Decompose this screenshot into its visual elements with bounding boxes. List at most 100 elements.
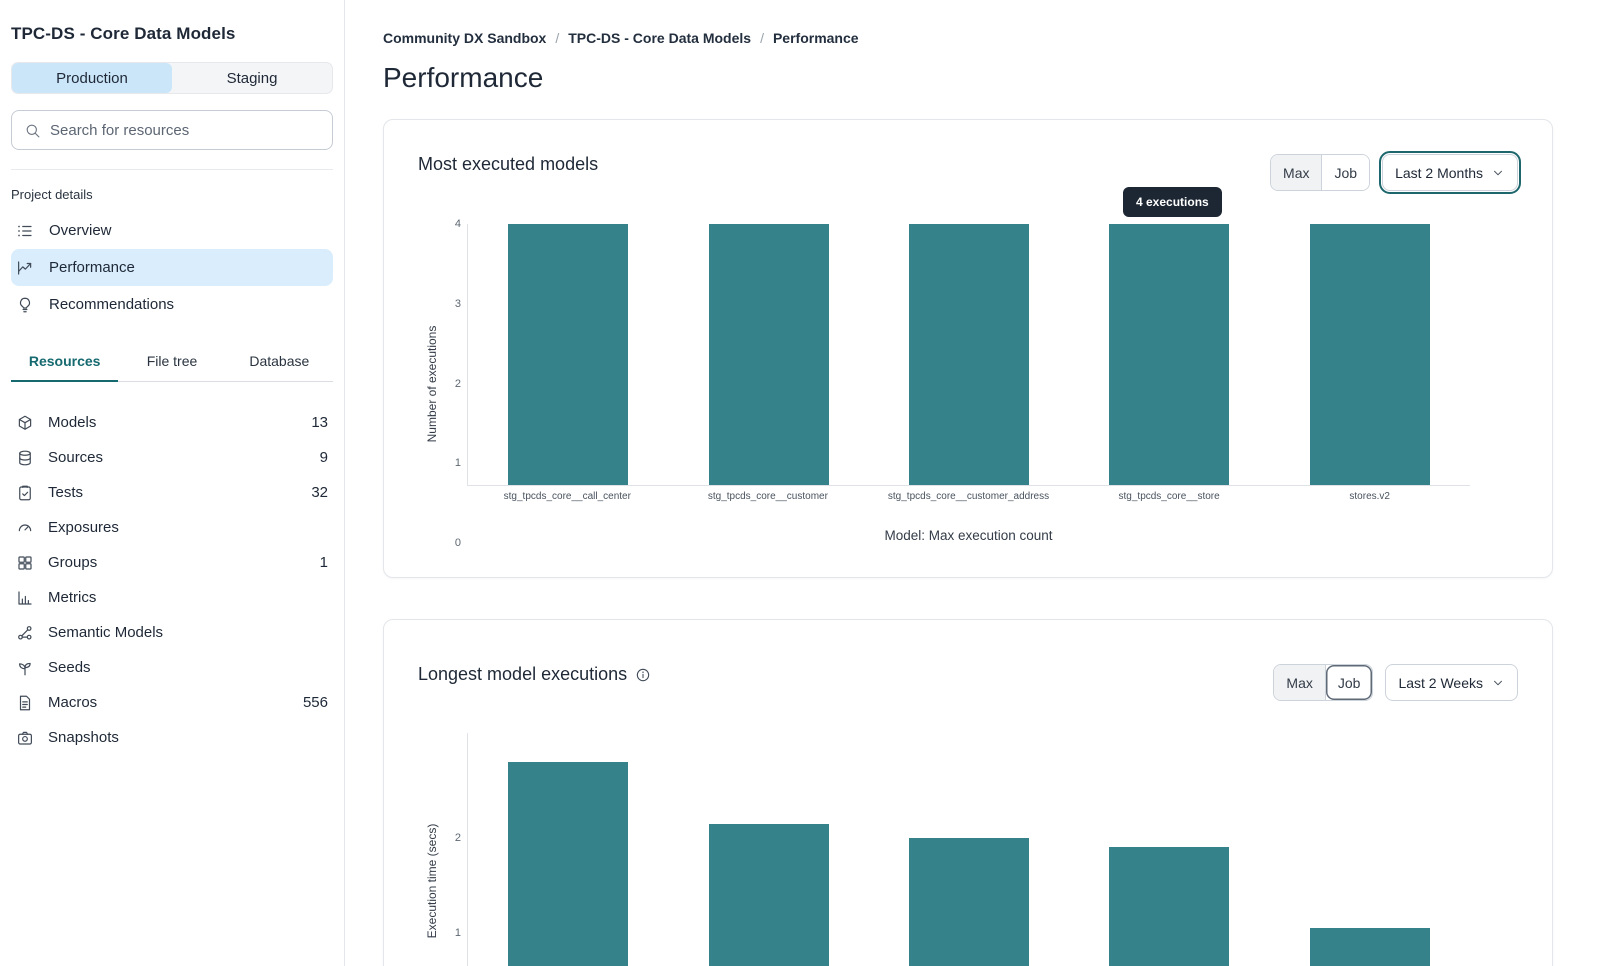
gauge-icon <box>16 519 34 537</box>
tab-database[interactable]: Database <box>249 353 310 369</box>
bar-stg_tpcds_core__call_center[interactable] <box>508 224 629 485</box>
resource-item-groups[interactable]: Groups 1 <box>11 545 333 580</box>
tab-file-tree[interactable]: File tree <box>146 353 198 369</box>
sidebar-item-performance[interactable]: Performance <box>11 249 333 286</box>
job-button[interactable]: Job <box>1322 155 1370 190</box>
breadcrumb-account[interactable]: Community DX Sandbox <box>383 30 547 46</box>
page-title: Performance <box>383 62 544 93</box>
bar-plot-area <box>467 224 1470 486</box>
network-icon <box>16 624 34 642</box>
y-axis-ticks: 0 1 2 3 4 <box>446 218 467 549</box>
y-tick-label: 4 <box>454 218 461 230</box>
resource-item-sources[interactable]: Sources 9 <box>11 440 333 475</box>
breadcrumb-separator: / <box>555 30 560 46</box>
bar-0[interactable] <box>508 761 629 966</box>
chart-tooltip: 4 executions <box>1123 187 1222 217</box>
bar-stg_tpcds_core__customer_address[interactable] <box>909 224 1029 485</box>
resource-item-snapshots[interactable]: Snapshots <box>11 720 333 755</box>
sidebar-divider <box>11 169 333 170</box>
y-tick-label: 0 <box>454 537 461 549</box>
resource-item-tests[interactable]: Tests 32 <box>11 475 333 510</box>
resource-item-models[interactable]: Models 13 <box>11 405 333 440</box>
search-icon <box>26 124 40 137</box>
resource-count: 9 <box>319 449 328 466</box>
sidebar-item-label: Recommendations <box>49 296 175 313</box>
environment-toggle: Production Staging <box>11 62 333 94</box>
breadcrumb-current: Performance <box>772 30 859 46</box>
search-input[interactable] <box>50 121 320 139</box>
max-job-toggle: Max Job <box>1273 664 1374 701</box>
most-executed-models-card: Most executed models Max Job Last 2 Mont… <box>383 119 1553 578</box>
cube-icon <box>16 414 34 432</box>
sidebar-item-overview[interactable]: Overview <box>11 212 333 249</box>
tab-resources[interactable]: Resources <box>11 353 119 382</box>
file-text-icon <box>16 694 34 712</box>
resource-label: Models <box>48 414 97 431</box>
card-title: Longest model executions <box>418 664 651 685</box>
sidebar-item-recommendations[interactable]: Recommendations <box>11 286 333 323</box>
chevron-down-icon <box>1494 170 1502 175</box>
production-toggle[interactable]: Production <box>12 63 172 93</box>
resource-label: Exposures <box>48 519 119 536</box>
sidebar-item-label: Performance <box>49 259 135 276</box>
resource-item-metrics[interactable]: Metrics <box>11 580 333 615</box>
project-details-label: Project details <box>11 187 93 202</box>
staging-toggle[interactable]: Staging <box>226 69 278 87</box>
resource-search[interactable] <box>11 110 333 150</box>
max-button[interactable]: Max <box>1274 665 1326 700</box>
longest-model-executions-card: Longest model executions Max Job Last 2 … <box>383 619 1553 966</box>
bar-stg_tpcds_core__customer[interactable] <box>708 224 829 485</box>
line-chart-icon <box>18 260 32 275</box>
x-axis-labels: stg_tpcds_core__call_center stg_tpcds_cor… <box>467 491 1470 507</box>
job-button[interactable]: Job <box>1325 665 1373 700</box>
x-tick-label: stg_tpcds_core__customer_address <box>887 491 1050 502</box>
y-axis-label: Execution time (secs) <box>425 823 439 938</box>
resource-item-exposures[interactable]: Exposures <box>11 510 333 545</box>
resource-label: Semantic Models <box>48 624 164 641</box>
resource-count: 1 <box>319 554 328 571</box>
resource-count: 556 <box>302 694 328 711</box>
resource-count: 32 <box>311 484 328 501</box>
breadcrumb-separator: / <box>760 30 764 46</box>
resource-label: Sources <box>48 449 104 466</box>
breadcrumb-project[interactable]: TPC-DS - Core Data Models <box>568 30 752 46</box>
y-tick-label: 1 <box>454 457 461 470</box>
breadcrumb: Community DX Sandbox / TPC-DS - Core Dat… <box>383 30 1553 46</box>
project-title: TPC-DS - Core Data Models <box>11 24 236 43</box>
max-button[interactable]: Max <box>1271 155 1323 190</box>
sidebar-item-label: Overview <box>49 222 112 239</box>
y-tick-label: 2 <box>454 377 461 390</box>
resource-label: Seeds <box>48 659 91 676</box>
lightbulb-icon <box>19 297 31 312</box>
bar-4[interactable] <box>1309 928 1430 966</box>
time-range-dropdown[interactable]: Last 2 Weeks <box>1385 664 1518 701</box>
resource-item-semantic-models[interactable]: Semantic Models <box>11 615 333 650</box>
time-range-dropdown[interactable]: Last 2 Months <box>1378 150 1522 195</box>
y-axis-label: Number of executions <box>425 325 439 442</box>
resource-label: Macros <box>48 694 98 711</box>
bar-3[interactable] <box>1109 847 1230 966</box>
chevron-down-icon <box>1494 680 1502 685</box>
bar-1[interactable] <box>708 823 829 966</box>
resource-label: Metrics <box>48 589 97 606</box>
resource-label: Snapshots <box>48 729 119 746</box>
sidebar: TPC-DS - Core Data Models Production Sta… <box>0 0 345 966</box>
bar-plot-area <box>467 733 1470 966</box>
resource-list: Models 13 Sources 9 Tests 32 Exposures Groups 1 M… <box>11 405 333 755</box>
resource-item-macros[interactable]: Macros 556 <box>11 685 333 720</box>
y-tick-label: 1 <box>454 926 461 939</box>
project-nav: Overview Performance Recommendations <box>11 212 333 323</box>
clipboard-check-icon <box>16 484 34 502</box>
x-tick-label: stg_tpcds_core__customer <box>707 491 828 502</box>
x-tick-label: stg_tpcds_core__store <box>1118 491 1220 502</box>
bar-stg_tpcds_core__store[interactable] <box>1109 224 1230 485</box>
bar-2[interactable] <box>909 837 1029 966</box>
grid-icon <box>16 554 34 572</box>
sprout-icon <box>16 659 34 677</box>
y-tick-label: 3 <box>454 297 461 310</box>
bar-stores.v2[interactable] <box>1309 224 1430 485</box>
resource-item-seeds[interactable]: Seeds <box>11 650 333 685</box>
x-tick-label: stg_tpcds_core__call_center <box>503 491 631 502</box>
info-icon[interactable] <box>635 667 651 683</box>
